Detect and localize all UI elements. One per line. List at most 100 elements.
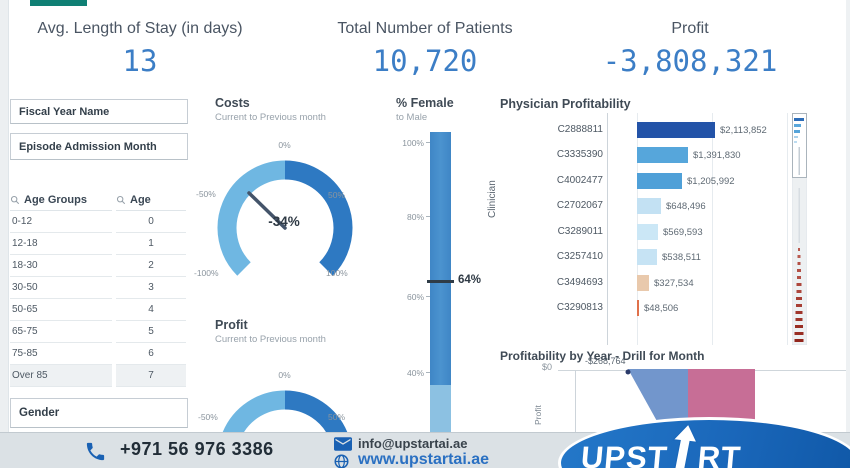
bar[interactable] xyxy=(637,173,682,189)
search-icon[interactable] xyxy=(10,195,20,205)
gridline xyxy=(712,113,713,345)
tick-mark xyxy=(426,372,430,373)
female-gauge-bar-light xyxy=(430,385,451,432)
list-item[interactable]: Over 85 xyxy=(10,365,112,387)
bar[interactable] xyxy=(637,122,715,138)
profit-gauge-subtitle: Current to Previous month xyxy=(215,334,326,345)
bar[interactable] xyxy=(637,300,639,316)
tick-mark xyxy=(426,216,430,217)
selection-chip xyxy=(30,0,87,6)
female-gauge-marker xyxy=(427,280,454,283)
listbox-age: Age 0 1 2 3 4 5 6 7 xyxy=(116,190,186,387)
gauge-tick: 50% xyxy=(328,190,346,200)
kpi-profit: Profit -3,808,321 xyxy=(560,20,820,78)
clinician-label[interactable]: C3494693 xyxy=(556,277,603,288)
profit-gauge-title: Profit xyxy=(215,318,248,332)
data-point-label: -$268,764 xyxy=(585,356,626,366)
footer-banner: +971 56 976 3386 info@upstartai.ae www.u… xyxy=(0,417,850,468)
list-item[interactable]: 75-85 xyxy=(10,343,112,365)
bar-value: $2,113,852 xyxy=(720,124,767,136)
listbox-header[interactable]: Age xyxy=(116,190,186,211)
bar[interactable] xyxy=(637,249,657,265)
bar-value: $1,391,830 xyxy=(693,149,741,161)
list-item[interactable]: 7 xyxy=(116,365,186,387)
clinician-label[interactable]: C2702067 xyxy=(556,200,603,211)
y-axis-tick: $0 xyxy=(541,362,552,372)
kpi-label: Total Number of Patients xyxy=(337,20,513,37)
email-icon xyxy=(334,437,352,451)
minimap-viewport[interactable] xyxy=(792,113,807,178)
listbox-title: Age xyxy=(130,194,151,206)
list-item[interactable]: 65-75 xyxy=(10,321,112,343)
clinician-label[interactable]: C4002477 xyxy=(556,175,603,186)
clinician-label[interactable]: C3290813 xyxy=(556,302,603,313)
footer-email[interactable]: info@upstartai.ae xyxy=(358,436,468,451)
right-gutter xyxy=(846,0,850,432)
list-item[interactable]: 0 xyxy=(116,211,186,233)
bar[interactable] xyxy=(637,147,688,163)
physician-chart-axis-label: Clinician xyxy=(487,180,498,218)
filter-fiscal-year[interactable]: Fiscal Year Name xyxy=(10,99,188,124)
gauge-tick: 60% xyxy=(406,292,424,302)
female-gauge-title: % Female xyxy=(396,96,454,110)
globe-icon xyxy=(334,454,349,468)
footer-phone[interactable]: +971 56 976 3386 xyxy=(120,439,274,459)
gauge-tick: 40% xyxy=(406,368,424,378)
list-item[interactable]: 2 xyxy=(116,255,186,277)
listbox-title: Age Groups xyxy=(24,194,87,206)
list-item[interactable]: 6 xyxy=(116,343,186,365)
clinician-label[interactable]: C2888811 xyxy=(557,124,603,135)
gauge-needle xyxy=(247,191,287,230)
bar-value: $327,534 xyxy=(654,277,694,289)
bar[interactable] xyxy=(637,198,661,214)
list-item[interactable]: 12-18 xyxy=(10,233,112,255)
listbox-age-groups: Age Groups 0-12 12-18 18-30 30-50 50-65 … xyxy=(10,190,112,387)
kpi-avg-length-of-stay: Avg. Length of Stay (in days) 13 xyxy=(10,20,270,78)
costs-gauge-subtitle: Current to Previous month xyxy=(215,112,326,123)
kpi-value: 13 xyxy=(122,44,158,78)
list-item[interactable]: 30-50 xyxy=(10,277,112,299)
list-item[interactable]: 18-30 xyxy=(10,255,112,277)
gauge-tick: 100% xyxy=(402,138,424,148)
list-item[interactable]: 3 xyxy=(116,277,186,299)
filter-gender[interactable]: Gender xyxy=(10,398,188,428)
kpi-label: Profit xyxy=(671,20,709,37)
list-item[interactable]: 1 xyxy=(116,233,186,255)
costs-gauge-title: Costs xyxy=(215,96,250,110)
tick-mark xyxy=(426,142,430,143)
logo-arrow-icon xyxy=(671,423,698,468)
area-series-blue[interactable] xyxy=(628,369,688,432)
listbox-header[interactable]: Age Groups xyxy=(10,190,112,211)
left-gutter xyxy=(0,0,9,432)
clinician-label[interactable]: C3335390 xyxy=(556,149,603,160)
list-item[interactable]: 0-12 xyxy=(10,211,112,233)
search-icon[interactable] xyxy=(116,195,126,205)
phone-icon xyxy=(86,442,105,461)
list-item[interactable]: 4 xyxy=(116,299,186,321)
costs-gauge xyxy=(217,160,353,276)
gauge-tick: 0% xyxy=(278,370,291,380)
gauge-tick: -50% xyxy=(196,189,216,199)
female-gauge-value: 64% xyxy=(458,274,482,286)
bar-value: $648,496 xyxy=(666,200,706,212)
kpi-value: 10,720 xyxy=(372,44,478,78)
bar[interactable] xyxy=(637,224,658,240)
kpi-label: Avg. Length of Stay (in days) xyxy=(37,20,243,37)
bar[interactable] xyxy=(637,275,649,291)
y-axis-line xyxy=(607,113,608,345)
filter-episode-admission-month[interactable]: Episode Admission Month xyxy=(10,133,188,160)
gauge-tick: 0% xyxy=(278,140,291,150)
clinician-label[interactable]: C3289011 xyxy=(557,226,603,237)
chart-minimap-scrollbar[interactable] xyxy=(792,113,807,345)
clinician-label[interactable]: C3257410 xyxy=(556,251,603,262)
footer-website[interactable]: www.upstartai.ae xyxy=(358,451,489,468)
gridline xyxy=(787,113,788,345)
upstart-logo-text: UPST RT xyxy=(579,423,743,468)
gauge-tick: -50% xyxy=(198,412,218,422)
list-item[interactable]: 50-65 xyxy=(10,299,112,321)
list-item[interactable]: 5 xyxy=(116,321,186,343)
bar-value: $48,506 xyxy=(644,302,679,314)
data-point[interactable] xyxy=(625,369,631,375)
gauge-tick: -100% xyxy=(194,268,219,278)
